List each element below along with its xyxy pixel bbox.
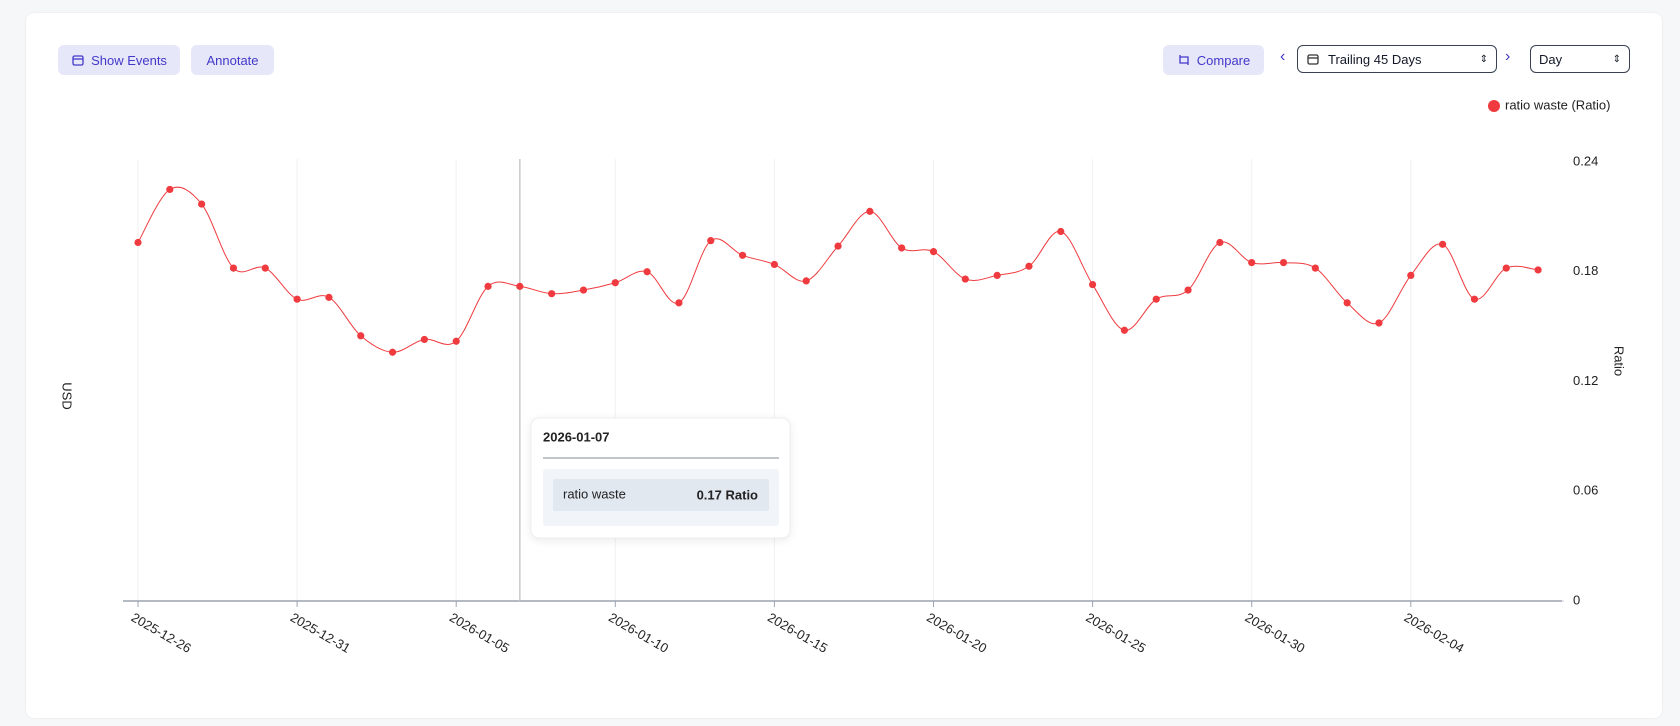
- annotate-button[interactable]: Annotate: [191, 45, 274, 75]
- select-label: Day: [1539, 51, 1563, 67]
- compare-button[interactable]: Compare: [1163, 45, 1264, 75]
- card: [26, 13, 1662, 718]
- button-label: Compare: [1196, 52, 1251, 68]
- prev-button[interactable]: ‹: [1280, 48, 1286, 65]
- select-arrows: ⇕: [1479, 53, 1488, 65]
- select-label: Trailing 45 Days: [1328, 51, 1422, 67]
- button-label: Annotate: [206, 52, 259, 68]
- next-button[interactable]: ›: [1505, 48, 1511, 65]
- button-label: Show Events: [91, 52, 167, 68]
- granularity-select[interactable]: Day ⇕: [1530, 45, 1630, 73]
- range-select[interactable]: Trailing 45 Days ⇕: [1297, 45, 1497, 73]
- calendar-icon: [72, 55, 84, 66]
- show-events-button[interactable]: Show Events: [58, 45, 180, 75]
- calendar-icon: [1307, 54, 1319, 65]
- select-arrows: ⇕: [1612, 53, 1621, 65]
- compare-icon: [1179, 55, 1189, 65]
